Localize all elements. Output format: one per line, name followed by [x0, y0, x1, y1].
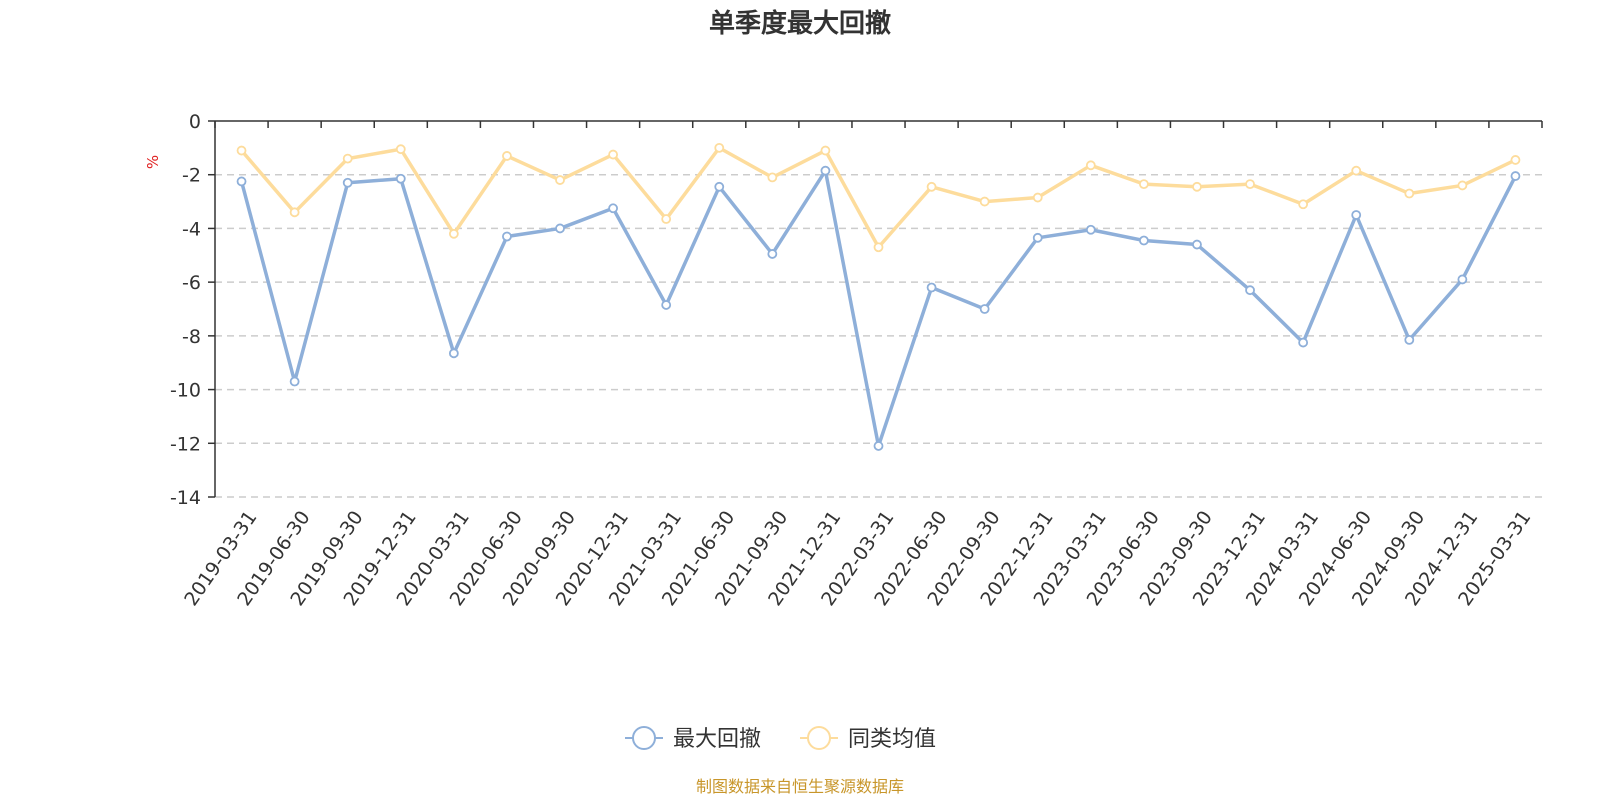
- data-point: [289, 376, 300, 387]
- data-point: [555, 175, 565, 185]
- series-line: [240, 146, 1517, 249]
- y-tick-label: 0: [189, 111, 201, 133]
- data-point: [1032, 232, 1043, 243]
- data-point: [448, 348, 459, 359]
- data-point: [979, 196, 990, 207]
- data-point: [714, 142, 725, 153]
- y-tick-label: -8: [182, 326, 201, 348]
- data-point: [236, 145, 247, 156]
- y-axis: 0 -2 -4 -6 -8 -10 -12 -14: [170, 111, 216, 509]
- data-point: [661, 214, 672, 224]
- data-point: [714, 181, 725, 192]
- legend[interactable]: 最大回撤 同类均值: [625, 726, 936, 752]
- data-point: [661, 300, 672, 310]
- data-point: [1351, 210, 1362, 220]
- data-point: [555, 223, 565, 234]
- series-line: [239, 168, 1518, 448]
- data-point: [979, 304, 990, 314]
- data-point: [926, 181, 937, 192]
- data-point: [342, 153, 353, 164]
- legend-label: 最大回撤: [673, 727, 761, 752]
- data-point: [873, 441, 884, 451]
- y-tick-label: -12: [170, 433, 201, 455]
- data-point: [1085, 160, 1096, 171]
- data-point: [1139, 235, 1149, 246]
- series-peer-average: [236, 142, 1521, 253]
- chart-title: 单季度最大回撤: [709, 8, 891, 39]
- data-point: [1245, 179, 1255, 190]
- legend-item[interactable]: 最大回撤: [625, 726, 761, 752]
- data-point: [342, 177, 353, 188]
- legend-label: 同类均值: [848, 727, 936, 752]
- data-point: [1457, 274, 1468, 285]
- data-point: [395, 144, 406, 155]
- data-point: [236, 176, 247, 187]
- data-point: [1192, 181, 1202, 192]
- data-point: [1298, 199, 1309, 210]
- y-tick-label: -10: [170, 380, 201, 402]
- legend-swatch-marker: [807, 726, 831, 750]
- y-tick-label: -6: [182, 272, 201, 294]
- y-tick-label: -2: [182, 165, 201, 187]
- series-max-drawdown: [236, 165, 1521, 451]
- data-point: [502, 151, 512, 161]
- data-point: [289, 207, 300, 218]
- data-point: [1192, 239, 1202, 250]
- data-point: [767, 249, 778, 259]
- series-layer: [236, 142, 1521, 451]
- y-tick-label: -14: [170, 487, 201, 509]
- data-point: [1510, 171, 1521, 181]
- data-point: [608, 149, 618, 160]
- data-point: [1404, 188, 1415, 199]
- data-point: [1510, 155, 1521, 165]
- data-point: [1245, 285, 1255, 296]
- data-point: [1085, 224, 1096, 235]
- data-point: [767, 172, 778, 183]
- source-note: 制图数据来自恒生聚源数据库: [696, 777, 904, 796]
- data-point: [1032, 192, 1043, 203]
- y-axis-label: %: [144, 155, 162, 169]
- legend-item[interactable]: 同类均值: [800, 726, 936, 752]
- data-point: [820, 145, 831, 156]
- data-point: [1351, 165, 1362, 176]
- data-point: [395, 173, 406, 184]
- y-tick-label: -4: [182, 218, 201, 240]
- data-point: [820, 165, 831, 176]
- data-point: [873, 242, 884, 253]
- data-point: [1457, 180, 1468, 191]
- data-point: [448, 228, 459, 239]
- data-point: [1404, 334, 1415, 345]
- data-point: [926, 282, 937, 293]
- data-point: [1139, 179, 1149, 190]
- data-point: [1298, 337, 1309, 348]
- x-axis: 2019-03-312019-06-302019-09-302019-12-31…: [180, 120, 1543, 610]
- data-point: [608, 203, 618, 214]
- data-point: [502, 231, 512, 242]
- legend-swatch-marker: [632, 726, 656, 750]
